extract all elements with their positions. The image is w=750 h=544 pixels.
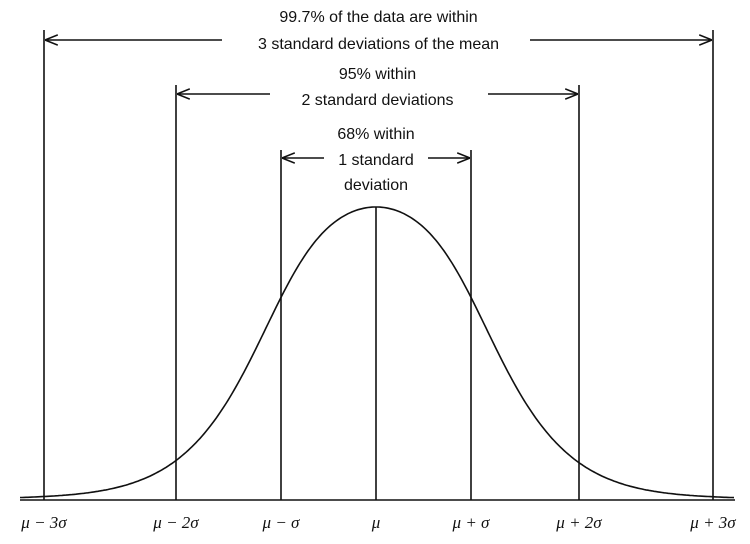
diagram-layer: μ − 3σ μ − 2σ μ − σ μ μ + σ μ + 2σ μ + 3σ 99.7%… (20, 9, 736, 532)
annotation-text: 68% within (337, 126, 414, 143)
bell-curve (20, 206, 735, 499)
x-label: μ − 2σ (152, 513, 199, 532)
x-label: μ + 2σ (555, 513, 602, 532)
x-label: μ + σ (452, 513, 491, 532)
x-label: μ − σ (262, 513, 301, 532)
x-label: μ + 3σ (689, 513, 736, 532)
annotation-text: 3 standard deviations of the mean (258, 36, 499, 53)
annotation-text: 99.7% of the data are within (279, 9, 477, 26)
annotation-text: 1 standard (338, 152, 414, 169)
annotation-text: deviation (344, 177, 408, 194)
x-label: μ (371, 513, 381, 532)
annotation-text: 95% within (339, 66, 416, 83)
x-label: μ − 3σ (20, 513, 67, 532)
annotation-text: 2 standard deviations (301, 92, 453, 109)
